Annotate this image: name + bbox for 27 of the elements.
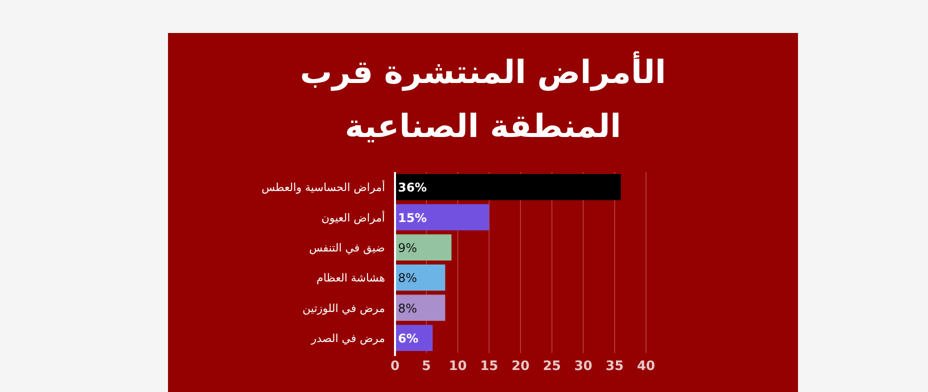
- x-tick-label: 5: [422, 359, 431, 374]
- x-tick-label: 15: [480, 359, 498, 374]
- data-label: 6%: [398, 331, 418, 346]
- x-tick-label: 30: [574, 359, 592, 374]
- x-tick-label: 35: [606, 359, 624, 374]
- bar: [395, 174, 621, 200]
- chart-title: الأمراض المنتشرة قرب المنطقة الصناعية: [299, 50, 667, 147]
- y-tick-label: مرض في اللوزتين: [302, 302, 386, 315]
- bar: [395, 264, 446, 291]
- x-tick-label: 10: [448, 359, 467, 374]
- data-label: 8%: [398, 301, 418, 316]
- y-tick-label: مرض في الصدر: [310, 332, 386, 345]
- x-tick-label: 25: [542, 359, 561, 374]
- x-tick-label: 40: [636, 359, 656, 374]
- x-tick-label: 20: [511, 359, 530, 374]
- y-tick-label: أمراض العيون: [321, 210, 385, 224]
- data-label: 36%: [398, 180, 427, 195]
- x-tick-label: 0: [390, 359, 400, 374]
- bar: [395, 204, 490, 230]
- data-label: 9%: [398, 240, 418, 255]
- bar: [395, 234, 452, 260]
- y-tick-label: ضيق في التنفس: [309, 241, 385, 254]
- y-tick-label: أمراض الحساسية والعطس: [261, 180, 385, 194]
- data-label: 15%: [398, 210, 427, 225]
- y-tick-label: هشاشة العظام: [316, 272, 386, 285]
- bar: [395, 294, 446, 321]
- data-label: 8%: [398, 271, 418, 286]
